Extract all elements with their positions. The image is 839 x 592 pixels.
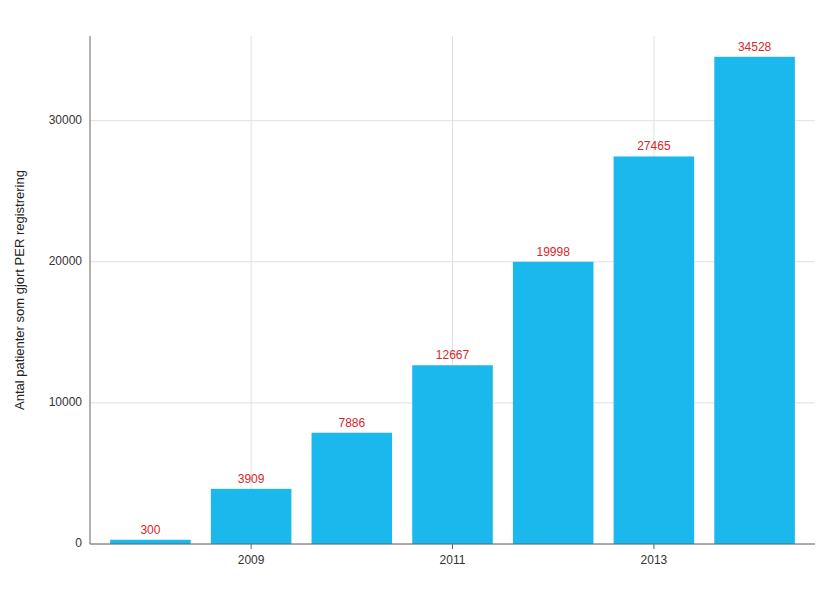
data-label: 12667 — [436, 348, 470, 362]
data-label: 19998 — [537, 245, 571, 259]
x-tick — [251, 544, 252, 549]
x-tick — [452, 544, 453, 549]
y-tick-label: 10000 — [49, 395, 83, 409]
bar — [714, 57, 795, 544]
y-axis-line — [90, 36, 91, 544]
bar — [110, 540, 191, 544]
data-label: 34528 — [738, 40, 772, 54]
x-tick-label: 2009 — [238, 553, 265, 567]
x-grid-line — [251, 36, 252, 544]
chart-container: 0 10000 20000 30000 2009 2011 2013 300 3909 7886 1… — [0, 0, 839, 592]
bar — [211, 489, 292, 544]
data-label: 300 — [140, 523, 160, 537]
x-tick — [653, 544, 654, 549]
data-label: 7886 — [338, 416, 365, 430]
bars — [110, 57, 795, 544]
x-tick-label: 2013 — [641, 553, 668, 567]
bar — [412, 365, 493, 544]
grid — [90, 36, 815, 544]
chart-svg: 0 10000 20000 30000 2009 2011 2013 300 3909 7886 1… — [0, 0, 839, 592]
data-label: 3909 — [238, 472, 265, 486]
bar — [614, 156, 695, 544]
bar — [312, 433, 393, 544]
y-axis-label: Antal patienter som gjort PER registreri… — [12, 170, 27, 410]
x-tick-label: 2011 — [440, 553, 466, 567]
bar — [513, 262, 594, 544]
y-tick-label: 30000 — [49, 113, 83, 127]
y-tick-label: 20000 — [49, 254, 83, 268]
y-tick-label: 0 — [75, 536, 82, 550]
data-label: 27465 — [637, 139, 671, 153]
